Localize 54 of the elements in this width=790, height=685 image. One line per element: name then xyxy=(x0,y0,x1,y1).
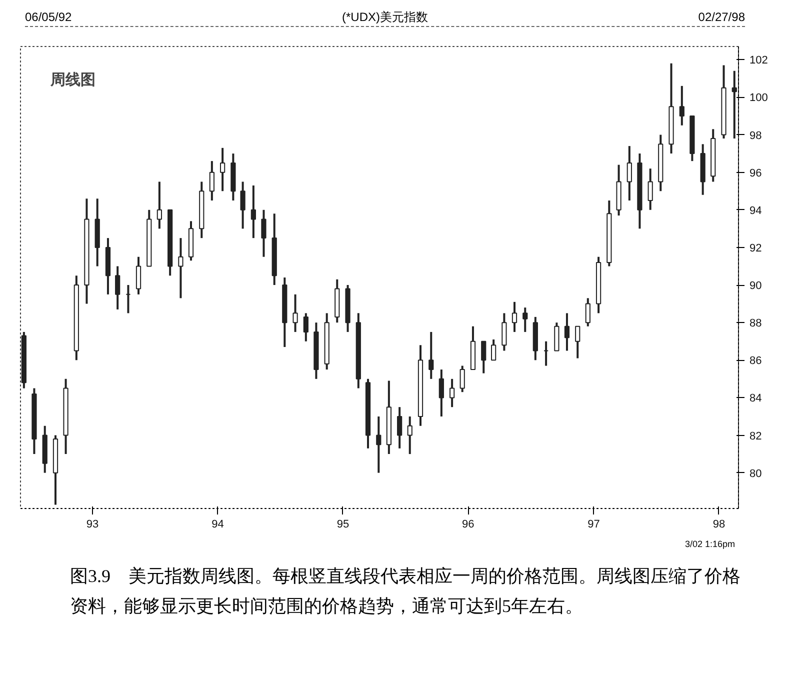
candlestick xyxy=(502,312,507,352)
y-tick-label: 82 xyxy=(750,430,762,442)
x-tick-label: 98 xyxy=(712,518,726,530)
candlestick xyxy=(679,84,684,126)
y-tick-label: 102 xyxy=(750,54,768,67)
candlestick xyxy=(491,338,496,362)
x-tick-label: 96 xyxy=(462,518,474,530)
candlestick xyxy=(438,368,444,418)
candlestick xyxy=(261,208,266,258)
candlestick xyxy=(376,415,382,474)
y-tick-label: 98 xyxy=(750,130,762,142)
candlestick xyxy=(156,180,162,230)
candlestick xyxy=(648,168,653,211)
candlestick xyxy=(460,364,465,394)
y-tick-label: 100 xyxy=(750,92,768,104)
y-tick-label: 94 xyxy=(750,204,762,217)
candlestick xyxy=(397,406,402,450)
y-tick-label: 90 xyxy=(750,280,762,292)
x-tick-label: 93 xyxy=(86,518,99,530)
chart-title: (*UDX)美元指数 xyxy=(342,9,428,26)
annotation: 周线图 xyxy=(50,72,96,88)
caption: 图3.9 美元指数周线图。每根竖直线段代表相应一周的价格范围。周线图压缩了价格资料，能够显示更长时间范围的价格趋势，通常可达到5年左右。 xyxy=(70,565,742,618)
text: 3/02 1:16pm xyxy=(684,538,735,551)
candlestick xyxy=(564,312,570,352)
candlestick xyxy=(512,300,518,333)
x-tick-label: 94 xyxy=(212,518,224,530)
candlestick xyxy=(303,312,308,342)
candlestick xyxy=(250,184,256,240)
text: 06/05/92 xyxy=(25,9,72,26)
candlestick xyxy=(626,145,632,202)
candlestick xyxy=(292,293,298,333)
y-tick-label: 92 xyxy=(750,242,762,254)
x-tick-label: 95 xyxy=(336,518,350,530)
candlestick xyxy=(220,146,226,192)
y-tick-label: 80 xyxy=(750,468,762,480)
candlestick xyxy=(481,340,486,374)
candlestick xyxy=(178,237,184,300)
candlestick xyxy=(522,306,528,333)
candlestick xyxy=(136,256,142,296)
candlestick xyxy=(209,160,214,202)
y-tick-label: 84 xyxy=(750,392,762,405)
candlestick xyxy=(115,265,120,310)
x-tick-label: 97 xyxy=(588,518,600,530)
candlestick xyxy=(449,378,455,408)
candlestick xyxy=(428,330,434,380)
y-tick-label: 88 xyxy=(750,318,762,330)
candlestick xyxy=(575,325,580,360)
y-tick-label: 86 xyxy=(750,355,762,368)
candlestick xyxy=(585,297,590,328)
candlestick xyxy=(240,180,246,230)
candlestick xyxy=(407,415,412,456)
candlestick xyxy=(732,70,737,140)
y-tick-label: 96 xyxy=(750,167,762,180)
text: 02/27/98 xyxy=(698,9,745,26)
